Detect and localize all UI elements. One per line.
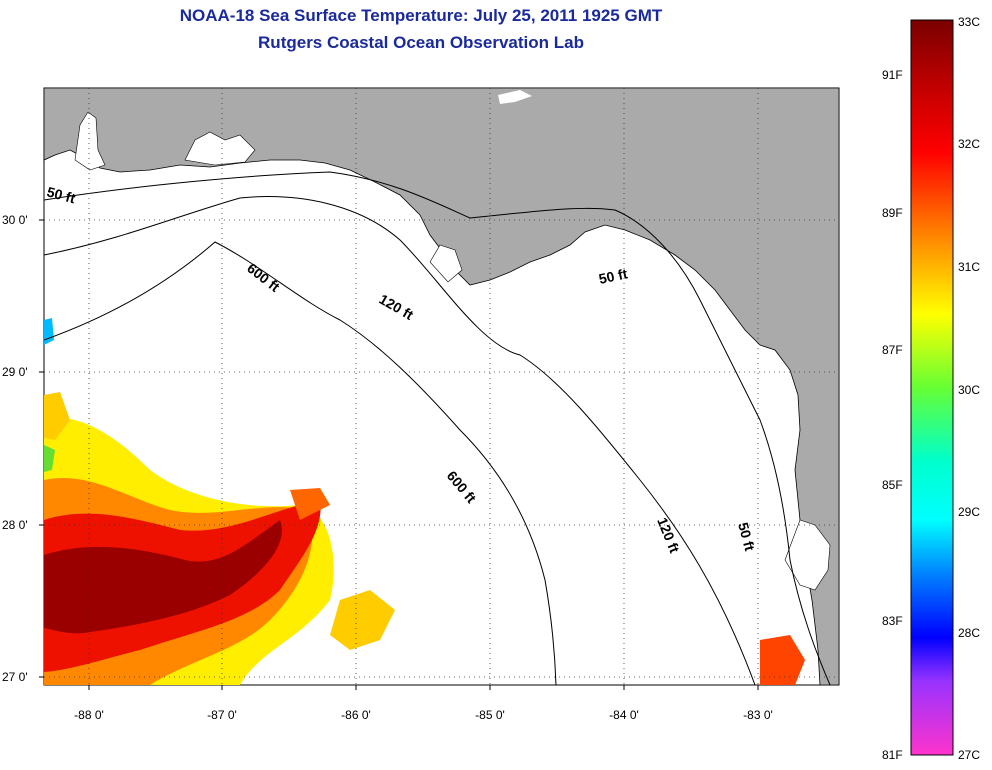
colorbar-celsius-label: 30C: [958, 383, 981, 397]
lake: [498, 90, 532, 104]
colorbar-fahrenheit-label: 85F: [882, 478, 903, 492]
sst-data-patches: [44, 318, 805, 685]
x-tick-label: -84 0': [609, 708, 639, 722]
bay: [184, 131, 256, 166]
colorbar-fahrenheit-label: 81F: [882, 748, 903, 762]
bay: [429, 244, 463, 283]
y-tick-label: 30 0': [2, 213, 28, 227]
colorbar-fahrenheit-label: 91F: [882, 68, 903, 82]
colorbar-fahrenheit-label: 83F: [882, 614, 903, 628]
colorbar-celsius-label: 27C: [958, 748, 981, 762]
y-tick-label: 28 0': [2, 518, 28, 532]
colorbar-fahrenheit-label: 89F: [882, 206, 903, 220]
y-tick-label: 27 0': [2, 670, 28, 684]
contour-label: 50 ft: [735, 521, 758, 553]
land-mass: [44, 88, 839, 685]
x-tick-label: -87 0': [207, 708, 237, 722]
colorbar-celsius-label: 31C: [958, 260, 981, 274]
x-tick-label: -85 0': [475, 708, 505, 722]
colorbar-celsius-label: 32C: [958, 137, 981, 151]
bay: [784, 519, 831, 591]
y-tick-label: 29 0': [2, 365, 28, 379]
contour-label: 50 ft: [45, 183, 77, 206]
map-title: NOAA-18 Sea Surface Temperature: July 25…: [179, 6, 663, 25]
x-tick-label: -88 0': [74, 708, 104, 722]
colorbar-fahrenheit-label: 87F: [882, 343, 903, 357]
colorbar: [910, 19, 954, 756]
colorbar-celsius-label: 29C: [958, 505, 981, 519]
colorbar-celsius-label: 28C: [958, 626, 981, 640]
colorbar-celsius-label: 33C: [958, 15, 981, 29]
contour-label: 50 ft: [597, 265, 629, 287]
x-tick-label: -83 0': [743, 708, 773, 722]
depth-contours: [44, 171, 831, 685]
bay: [74, 111, 106, 171]
x-tick-label: -86 0': [341, 708, 371, 722]
map-subtitle: Rutgers Coastal Ocean Observation Lab: [258, 33, 584, 52]
